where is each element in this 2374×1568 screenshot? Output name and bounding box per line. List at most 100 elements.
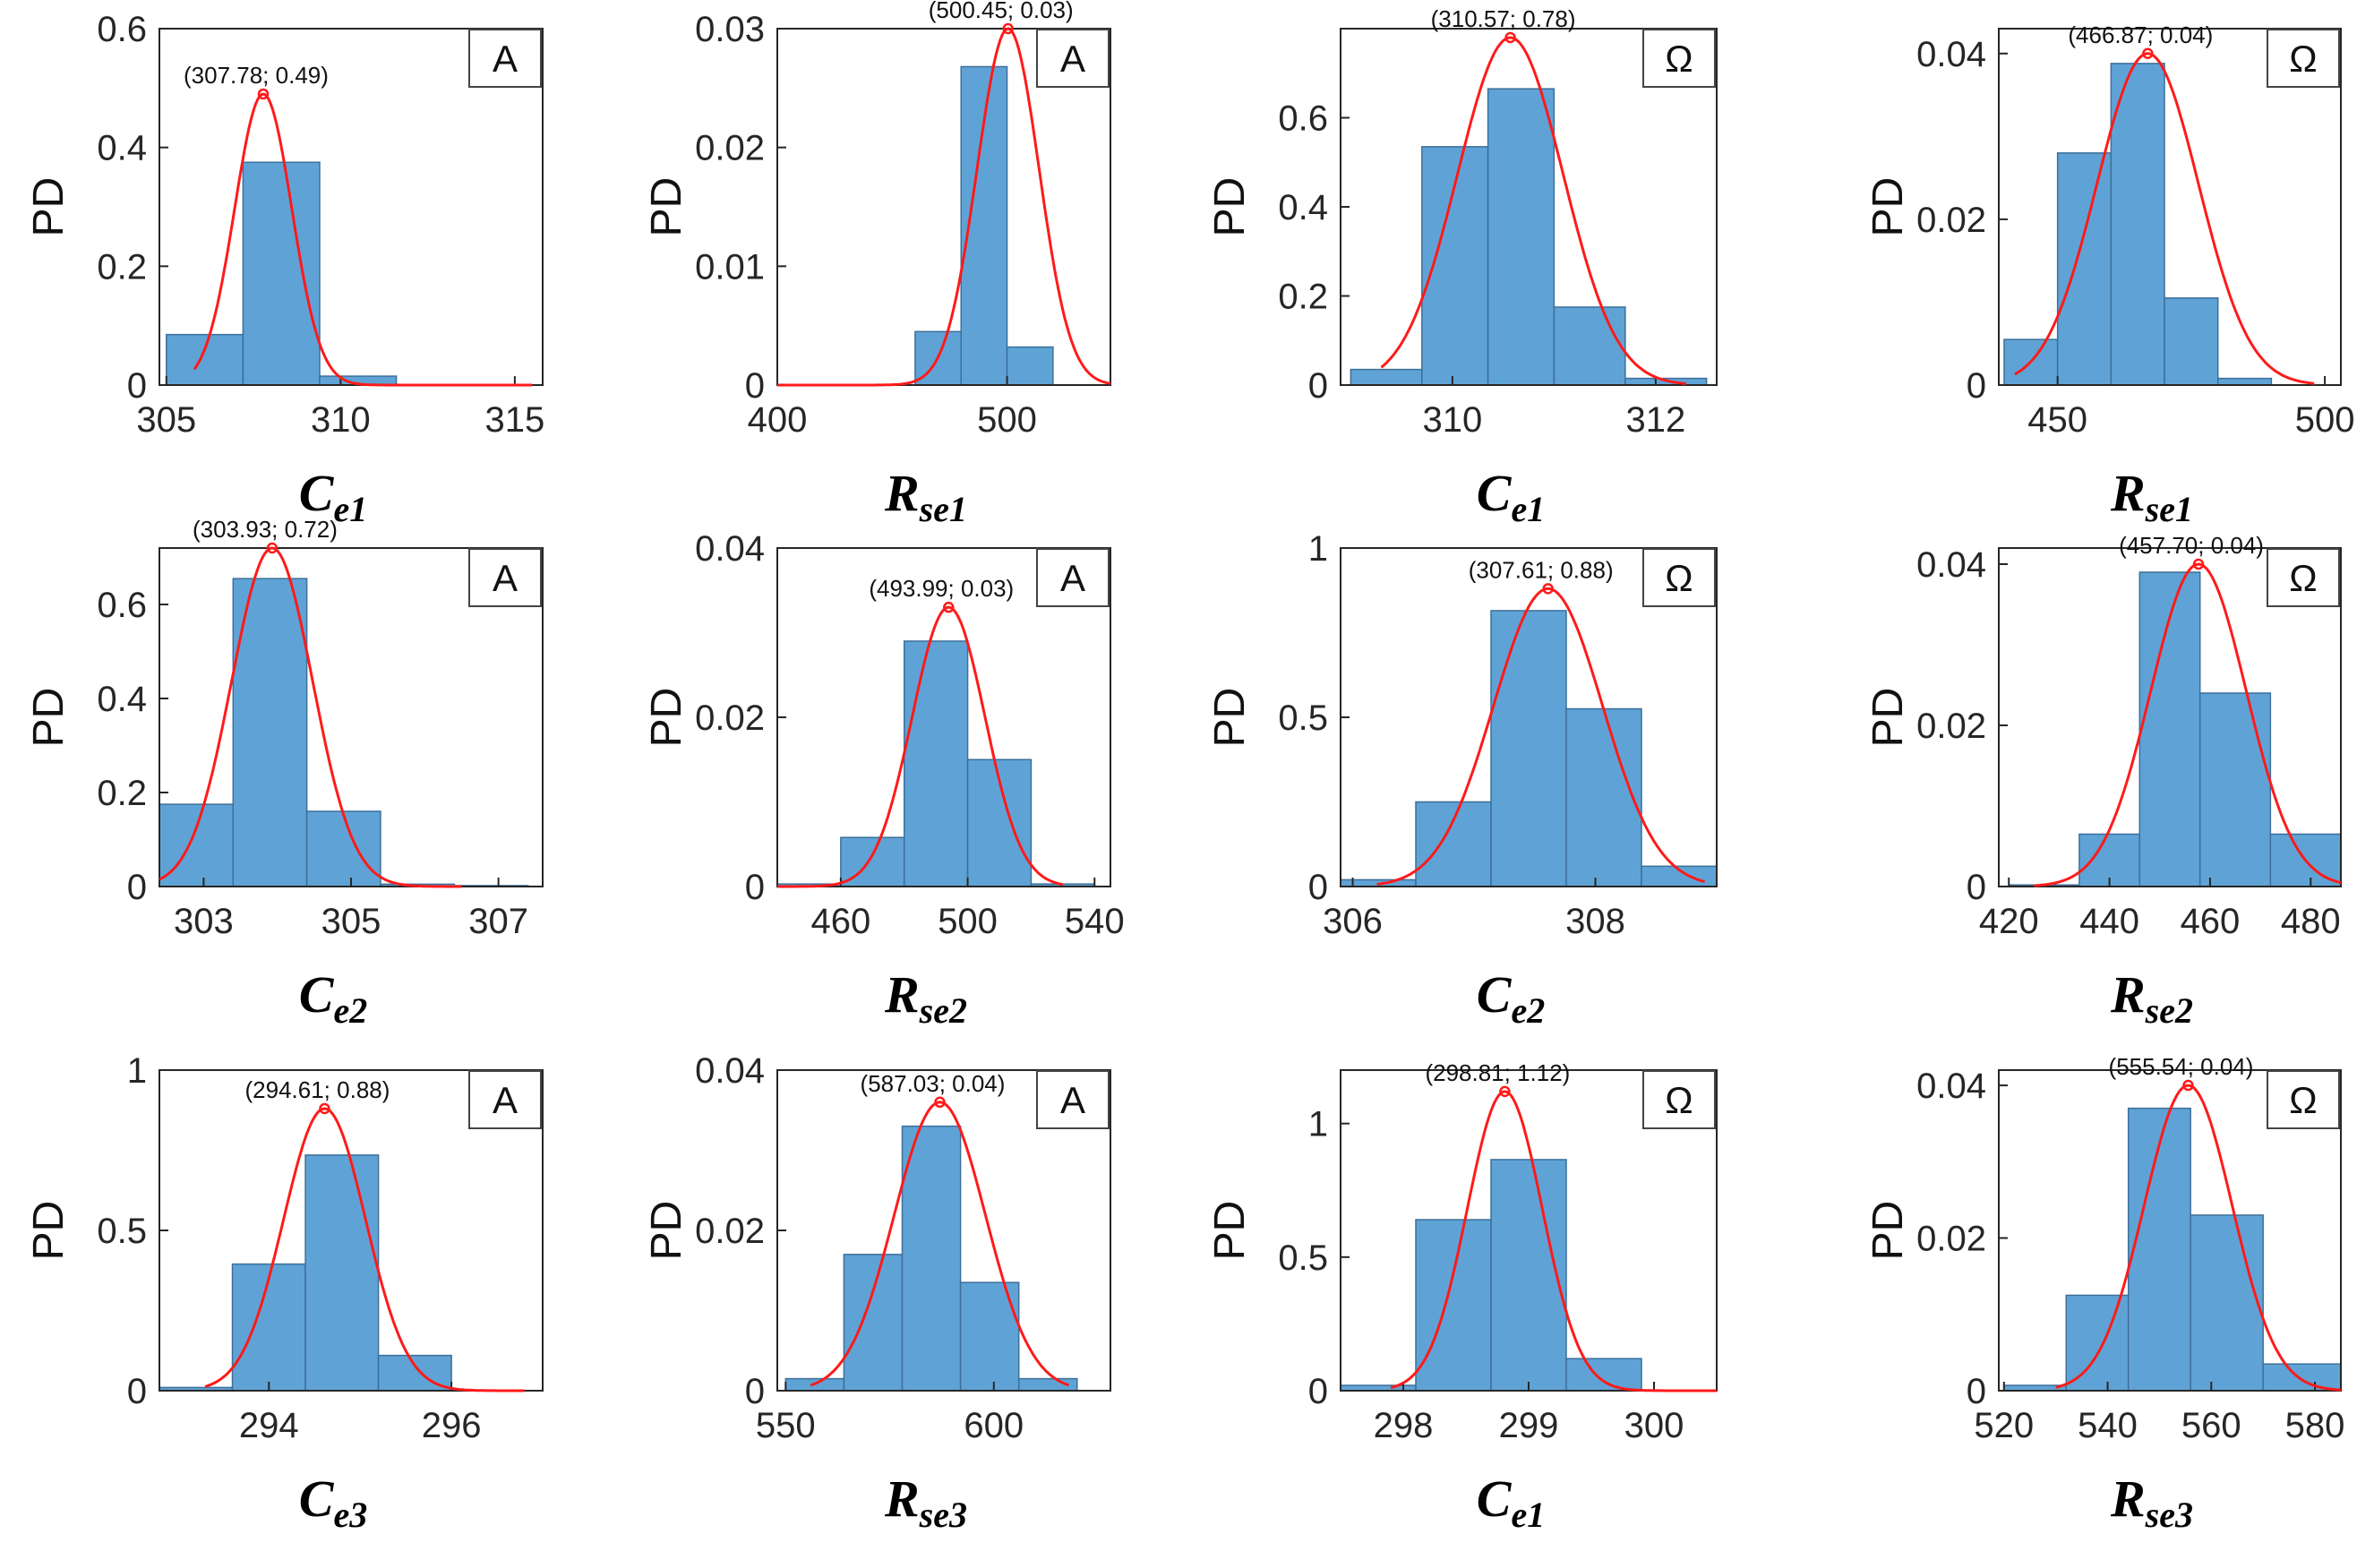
y-axis-label: PD bbox=[25, 688, 73, 748]
y-tick-label: 0.04 bbox=[1916, 35, 1986, 74]
y-tick-label: 0 bbox=[1967, 868, 1986, 907]
y-tick-label: 0.02 bbox=[1916, 1220, 1986, 1259]
histogram-panel: 0 0.2 0.4 0.6 310 312 PD (310.57; 0.78) Ω Ce1 bbox=[1206, 5, 1718, 529]
unit-box bbox=[468, 1070, 542, 1129]
y-tick-label: 0.02 bbox=[695, 1212, 765, 1251]
parameter-subscript: se3 bbox=[2145, 1495, 2193, 1535]
parameter-subscript: se2 bbox=[2145, 990, 2193, 1031]
peak-marker bbox=[257, 88, 270, 100]
unit-box bbox=[2267, 548, 2340, 607]
parameter-label: Ce1 bbox=[1477, 1469, 1545, 1535]
histogram-bar bbox=[2164, 297, 2219, 386]
histogram-bar bbox=[2216, 377, 2273, 386]
y-tick-label: 0.2 bbox=[97, 774, 147, 813]
x-tick-label: 480 bbox=[2281, 902, 2341, 941]
x-tick-label: 600 bbox=[964, 1406, 1024, 1445]
y-tick-label: 0.4 bbox=[1278, 188, 1328, 227]
x-tick-label: 312 bbox=[1626, 400, 1686, 440]
parameter-subscript: e2 bbox=[1511, 990, 1545, 1031]
x-tick-label: 450 bbox=[2027, 400, 2087, 440]
y-axis-label: PD bbox=[25, 1201, 73, 1261]
peak-label: (466.87; 0.04) bbox=[2068, 21, 2213, 48]
histogram-bar bbox=[159, 803, 235, 887]
y-tick-label: 1 bbox=[1308, 1105, 1328, 1144]
histogram-panel: 0 0.02 0.04 550 600 PD (587.03; 0.04) A Rse3 bbox=[643, 1051, 1111, 1535]
unit-label: A bbox=[493, 38, 518, 80]
peak-label: (500.45; 0.03) bbox=[929, 0, 1074, 23]
parameter-subscript: e1 bbox=[1511, 1495, 1545, 1535]
histogram-panel: 0 0.02 0.04 520 540 560 580 PD (555.54; 0.04) Ω Rs… bbox=[1864, 1053, 2344, 1535]
y-tick-label: 0.04 bbox=[1916, 545, 1986, 585]
histogram-bar bbox=[1006, 346, 1054, 386]
x-tick-label: 303 bbox=[174, 902, 234, 941]
histogram-bar bbox=[1565, 1358, 1642, 1392]
parameter-label: Ce2 bbox=[299, 965, 367, 1031]
x-tick-label: 500 bbox=[2295, 400, 2355, 440]
y-tick-label: 0 bbox=[745, 1372, 765, 1411]
peak-label: (294.61; 0.88) bbox=[245, 1076, 390, 1103]
x-tick-label: 580 bbox=[2285, 1406, 2345, 1445]
x-tick-label: 300 bbox=[1624, 1406, 1684, 1445]
y-axis-label: PD bbox=[1206, 1201, 1254, 1261]
normal-fit-curve bbox=[159, 546, 462, 888]
peak-marker bbox=[943, 601, 955, 613]
x-tick-label: 294 bbox=[239, 1406, 299, 1445]
normal-fit-curve bbox=[2034, 562, 2342, 887]
peak-marker bbox=[2192, 558, 2205, 570]
parameter-label: Rse2 bbox=[884, 965, 967, 1031]
parameter-subscript: se1 bbox=[2145, 489, 2193, 529]
x-tick-label: 310 bbox=[311, 400, 371, 440]
x-tick-label: 500 bbox=[938, 902, 998, 941]
x-tick-label: 308 bbox=[1565, 902, 1625, 941]
axes-frame bbox=[776, 28, 1111, 386]
peak-marker bbox=[934, 1096, 946, 1109]
histogram-bar bbox=[231, 1263, 306, 1392]
peak-label: (298.81; 1.12) bbox=[1425, 1059, 1570, 1086]
x-tick-label: 540 bbox=[1065, 902, 1125, 941]
x-tick-label: 500 bbox=[977, 400, 1037, 440]
unit-box bbox=[2267, 29, 2340, 88]
peak-marker bbox=[1504, 31, 1516, 44]
parameter-subscript: e1 bbox=[1511, 489, 1545, 529]
parameter-label: Rse2 bbox=[2110, 965, 2193, 1031]
x-tick-label: 306 bbox=[1323, 902, 1383, 941]
y-tick-label: 0 bbox=[745, 868, 765, 907]
histogram-panel: 0 0.5 1 298 299 300 PD (298.81; 1.12) Ω Ce1 bbox=[1206, 1059, 1718, 1535]
y-axis-label: PD bbox=[25, 177, 73, 237]
histogram-bar bbox=[2262, 1363, 2342, 1392]
histogram-panel: 0 0.2 0.4 0.6 303 305 307 PD (303.93; 0.72) A Ce2 bbox=[25, 516, 544, 1031]
y-axis-label: PD bbox=[1864, 1201, 1912, 1261]
y-axis-label: PD bbox=[643, 177, 690, 237]
unit-box bbox=[1036, 548, 1110, 607]
x-tick-label: 560 bbox=[2181, 1406, 2241, 1445]
y-tick-label: 0.03 bbox=[695, 10, 765, 49]
peak-label: (303.93; 0.72) bbox=[193, 516, 338, 543]
unit-label: Ω bbox=[1665, 38, 1693, 80]
peak-marker bbox=[1002, 22, 1014, 35]
normal-fit-curve bbox=[204, 1107, 525, 1392]
parameter-subscript: e1 bbox=[333, 489, 367, 529]
histogram-bar bbox=[901, 1125, 962, 1392]
parameter-subscript: se1 bbox=[919, 489, 967, 529]
histogram-panel: 0 0.02 0.04 450 500 PD (466.87; 0.04) Ω Rse1 bbox=[1864, 21, 2354, 529]
unit-label: A bbox=[1060, 38, 1085, 80]
histogram-panel: 0 0.01 0.02 0.03 400 500 PD (500.45; 0.03) A Rse1 bbox=[643, 0, 1111, 529]
histogram-bar bbox=[1565, 707, 1642, 887]
y-tick-label: 0.04 bbox=[695, 1051, 765, 1091]
axes-frame bbox=[1998, 1069, 2342, 1392]
y-tick-label: 1 bbox=[127, 1051, 147, 1091]
histogram-bar bbox=[242, 161, 321, 386]
y-tick-label: 0 bbox=[127, 1372, 147, 1411]
unit-box bbox=[2267, 1070, 2340, 1129]
unit-label: A bbox=[1060, 1079, 1085, 1121]
peak-marker bbox=[2182, 1079, 2194, 1092]
unit-label: Ω bbox=[2289, 557, 2317, 599]
x-tick-label: 298 bbox=[1374, 1406, 1434, 1445]
histogram-panel: 0 0.5 1 306 308 PD (307.61; 0.88) Ω Ce2 bbox=[1206, 529, 1718, 1031]
axes-frame bbox=[1998, 547, 2342, 887]
peak-marker bbox=[319, 1102, 330, 1115]
y-tick-label: 0.5 bbox=[97, 1212, 147, 1251]
parameter-label: Ce1 bbox=[1477, 464, 1545, 529]
y-tick-label: 0.5 bbox=[1278, 1238, 1328, 1278]
